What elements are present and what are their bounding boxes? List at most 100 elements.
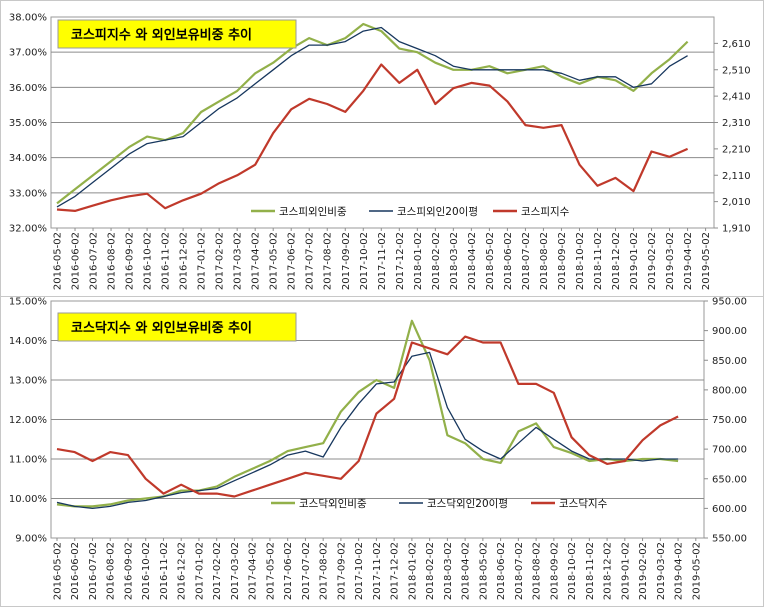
- x-tick-label: 2017-09-02: [336, 542, 347, 600]
- x-tick-label: 2016-06-02: [71, 232, 82, 290]
- y-right-tick-label: 900.00: [712, 326, 747, 337]
- legend-label: 코스피지수: [521, 206, 570, 218]
- x-tick-label: 2017-12-02: [390, 542, 401, 600]
- x-tick-label: 2016-06-02: [70, 542, 81, 600]
- series-line-foreign-ma20: [56, 26, 688, 208]
- x-tick-label: 2017-06-02: [283, 542, 294, 600]
- y-left-tick-label: 37.00%: [9, 48, 47, 59]
- x-tick-label: 2019-04-02: [683, 232, 694, 290]
- x-tick-label: 2018-01-02: [407, 542, 418, 600]
- legend-label: 코스닥외인20이평: [427, 498, 508, 510]
- x-tick-label: 2019-03-02: [665, 232, 676, 290]
- x-tick-label: 2016-05-02: [53, 232, 64, 290]
- chart-title: 코스닥지수 와 외인보유비중 추이: [71, 320, 252, 336]
- x-tick-label: 2017-07-02: [305, 232, 316, 290]
- x-tick-label: 2017-03-02: [230, 542, 241, 600]
- chart-title-box: 코스닥지수 와 외인보유비중 추이: [57, 312, 297, 342]
- x-tick-label: 2018-10-02: [575, 232, 586, 290]
- x-tick-label: 2018-03-02: [443, 542, 454, 600]
- x-tick-label: 2019-01-02: [620, 542, 631, 600]
- x-tick-label: 2017-03-02: [233, 232, 244, 290]
- y-left-tick-label: 13.00%: [9, 376, 47, 387]
- x-tick-label: 2017-01-02: [197, 232, 208, 290]
- x-tick-label: 2019-05-02: [691, 542, 702, 600]
- x-tick-label: 2016-08-02: [107, 232, 118, 290]
- x-tick-label: 2019-05-02: [701, 232, 712, 290]
- x-tick-label: 2018-09-02: [549, 542, 560, 600]
- x-tick-label: 2018-07-02: [521, 232, 532, 290]
- x-tick-label: 2019-04-02: [674, 542, 685, 600]
- y-right-tick-label: 2,410: [722, 92, 751, 103]
- y-left-tick-label: 34.00%: [9, 153, 47, 164]
- y-left-tick-label: 11.00%: [9, 455, 47, 466]
- x-tick-label: 2018-12-02: [611, 232, 622, 290]
- x-tick-label: 2018-02-02: [425, 542, 436, 600]
- x-tick-label: 2018-09-02: [557, 232, 568, 290]
- chart-legend: 코스피외인비중 코스피외인20이평 코스피지수: [251, 206, 570, 218]
- y-right-tick-label: 1,910: [722, 224, 751, 235]
- y-left-tick-label: 9.00%: [15, 534, 47, 545]
- x-tick-label: 2016-07-02: [89, 232, 100, 290]
- x-tick-label: 2018-05-02: [485, 232, 496, 290]
- x-tick-label: 2017-08-02: [323, 232, 334, 290]
- x-tick-label: 2018-01-02: [413, 232, 424, 290]
- y-right-tick-label: 950.00: [712, 297, 747, 308]
- x-tick-label: 2017-05-02: [265, 542, 276, 600]
- series-line-foreign-ma20: [56, 351, 679, 510]
- x-tick-label: 2017-10-02: [359, 232, 370, 290]
- legend-label: 코스닥지수: [559, 498, 608, 510]
- y-right-tick-label: 2,010: [722, 197, 751, 208]
- y-right-tick-label: 2,110: [722, 171, 751, 182]
- x-tick-label: 2017-07-02: [301, 542, 312, 600]
- y-right-tick-label: 800.00: [712, 385, 747, 396]
- x-tick-label: 2016-11-02: [159, 542, 170, 600]
- y-left-tick-label: 15.00%: [9, 297, 47, 308]
- x-tick-label: 2016-09-02: [123, 542, 134, 600]
- y-right-tick-label: 2,610: [722, 39, 751, 50]
- x-tick-label: 2019-02-02: [638, 542, 649, 600]
- y-left-tick-label: 35.00%: [9, 118, 47, 129]
- x-tick-label: 2017-05-02: [269, 232, 280, 290]
- x-tick-label: 2016-08-02: [106, 542, 117, 600]
- x-tick-label: 2016-05-02: [53, 542, 64, 600]
- x-tick-label: 2018-03-02: [449, 232, 460, 290]
- kospi-chart-panel: 32.00% 33.00% 34.00% 35.00% 36.00% 37.00% 38.0…: [0, 0, 764, 297]
- x-tick-label: 2018-06-02: [496, 542, 507, 600]
- x-tick-label: 2017-06-02: [287, 232, 298, 290]
- x-tick-label: 2017-09-02: [341, 232, 352, 290]
- x-tick-label: 2017-02-02: [215, 232, 226, 290]
- x-tick-label: 2018-06-02: [503, 232, 514, 290]
- x-tick-label: 2016-12-02: [179, 232, 190, 290]
- x-tick-label: 2019-01-02: [629, 232, 640, 290]
- y-right-tick-label: 650.00: [712, 474, 747, 485]
- y-right-tick-label: 2,510: [722, 65, 751, 76]
- y-left-tick-label: 12.00%: [9, 415, 47, 426]
- x-tick-label: 2018-10-02: [567, 542, 578, 600]
- x-tick-label: 2019-02-02: [647, 232, 658, 290]
- y-right-tick-label: 600.00: [712, 504, 747, 515]
- x-tick-label: 2017-02-02: [212, 542, 223, 600]
- chart-legend: 코스닥외인비중 코스닥외인20이평 코스닥지수: [271, 498, 608, 510]
- x-tick-label: 2018-07-02: [514, 542, 525, 600]
- x-tick-label: 2017-11-02: [372, 542, 383, 600]
- x-tick-label: 2018-08-02: [539, 232, 550, 290]
- legend-label: 코스피외인비중: [279, 206, 347, 218]
- x-tick-label: 2016-09-02: [125, 232, 136, 290]
- series-line-index: [56, 335, 679, 498]
- x-tick-label: 2017-04-02: [251, 232, 262, 290]
- x-tick-label: 2017-12-02: [395, 232, 406, 290]
- x-tick-label: 2018-05-02: [478, 542, 489, 600]
- kospi-chart: 32.00% 33.00% 34.00% 35.00% 36.00% 37.00% 38.0…: [9, 13, 751, 291]
- x-tick-label: 2018-02-02: [431, 232, 442, 290]
- x-tick-label: 2016-07-02: [88, 542, 99, 600]
- y-left-tick-label: 33.00%: [9, 188, 47, 199]
- x-tick-label: 2018-12-02: [603, 542, 614, 600]
- x-tick-label: 2018-04-02: [461, 542, 472, 600]
- x-tick-label: 2016-10-02: [141, 542, 152, 600]
- y-left-tick-label: 32.00%: [9, 224, 47, 235]
- y-left-tick-label: 10.00%: [9, 494, 47, 505]
- y-right-tick-label: 700.00: [712, 445, 747, 456]
- x-tick-label: 2016-12-02: [177, 542, 188, 600]
- y-right-tick-label: 550.00: [712, 534, 747, 545]
